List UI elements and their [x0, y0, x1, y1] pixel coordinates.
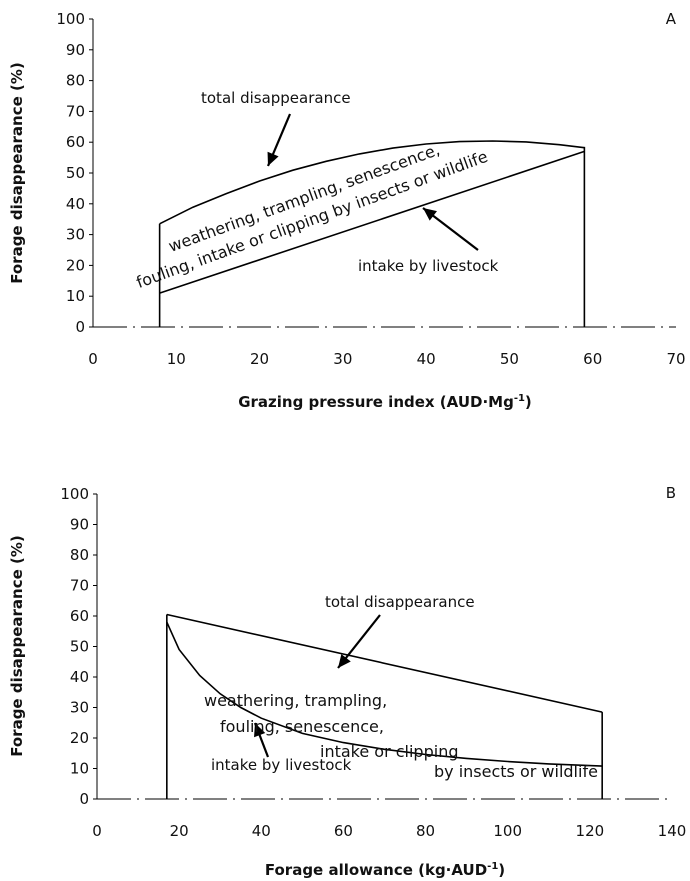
- x-tick-label: 70: [666, 350, 685, 368]
- region-label-line: fouling, senescence,: [220, 717, 384, 736]
- x-axis-title: Forage allowance (kg·AUD-1): [265, 861, 505, 879]
- y-tick-label: 0: [75, 318, 85, 336]
- x-tick-label: 100: [493, 822, 522, 840]
- total-disappearance-line: [159, 140, 585, 225]
- x-axis-title-main: Forage allowance (kg·AUD: [265, 861, 487, 879]
- y-tick-label: 70: [66, 102, 85, 120]
- x-tick-label: 0: [92, 822, 102, 840]
- panel-label: A: [666, 10, 677, 28]
- total-label: total disappearance: [325, 593, 475, 611]
- livestock-label: intake by livestock: [358, 257, 499, 275]
- x-tick-label: 10: [167, 350, 186, 368]
- x-axis-title-main: Grazing pressure index (AUD·Mg: [238, 393, 514, 411]
- annotation-arrow-head: [254, 723, 266, 738]
- y-tick-label: 10: [70, 760, 89, 778]
- region-label-line: intake or clipping: [320, 742, 458, 761]
- x-axis-title: Grazing pressure index (AUD·Mg-1): [238, 393, 532, 411]
- livestock-label: intake by livestock: [211, 756, 352, 774]
- x-tick-label: 20: [250, 350, 269, 368]
- y-tick-label: 100: [56, 10, 85, 28]
- region-label-line: weathering, trampling,: [204, 691, 387, 710]
- region-label-line: by insects or wildlife: [434, 762, 598, 781]
- panel-label: B: [666, 484, 676, 502]
- annotation-arrow-head: [423, 208, 437, 221]
- region-label: weathering, trampling, fouling, senescenc…: [204, 691, 598, 781]
- x-tick-label: 140: [658, 822, 687, 840]
- total-disappearance-line: [166, 613, 603, 713]
- y-tick-label: 50: [66, 164, 85, 182]
- x-axis-title-end: ): [498, 861, 505, 879]
- y-tick-label: 0: [79, 790, 89, 808]
- y-tick-label: 90: [70, 516, 89, 534]
- panel-b: 0 10 20 30 40 50 60 70 80 90 100 0 20 40 60 80 100 120 140…: [8, 484, 686, 879]
- y-tick-label: 60: [66, 133, 85, 151]
- annotation-arrow-head: [267, 151, 279, 166]
- x-tick-label: 40: [252, 822, 271, 840]
- y-tick-label: 90: [66, 41, 85, 59]
- y-tick-label: 20: [70, 729, 89, 747]
- x-tick-label: 20: [170, 822, 189, 840]
- y-tick-label: 50: [70, 638, 89, 656]
- y-tick-label: 70: [70, 577, 89, 595]
- y-tick-label: 80: [70, 546, 89, 564]
- y-tick-label: 80: [66, 72, 85, 90]
- total-label: total disappearance: [201, 89, 351, 107]
- y-axis-title: Forage disappearance (%): [8, 62, 26, 284]
- x-tick-label: 60: [583, 350, 602, 368]
- region-label-line: weathering, trampling, senescence,: [166, 140, 442, 256]
- x-tick-label: 50: [500, 350, 519, 368]
- x-tick-label: 40: [417, 350, 436, 368]
- panel-a: 0 10 20 30 40 50 60 70 80 90 100 0 10 20 30 40 50 60 70 For…: [8, 10, 686, 411]
- x-tick-label: 0: [88, 350, 98, 368]
- x-axis-title-superscript: -1: [514, 393, 525, 404]
- y-tick-label: 40: [66, 195, 85, 213]
- y-tick-label: 10: [66, 287, 85, 305]
- y-tick-label: 30: [70, 699, 89, 717]
- x-tick-label: 60: [334, 822, 353, 840]
- y-tick-label: 30: [66, 226, 85, 244]
- y-tick-label: 20: [66, 256, 85, 274]
- x-tick-label: 30: [333, 350, 352, 368]
- y-tick-label: 100: [60, 485, 89, 503]
- livestock-intake-line: [159, 150, 585, 294]
- x-tick-label: 120: [576, 822, 605, 840]
- y-tick-label: 60: [70, 607, 89, 625]
- livestock-intake-line: [166, 621, 603, 767]
- annotation-arrow-head: [338, 654, 351, 668]
- y-tick-label: 40: [70, 668, 89, 686]
- y-axis-title: Forage disappearance (%): [8, 535, 26, 757]
- x-axis-title-superscript: -1: [487, 861, 498, 872]
- x-tick-label: 80: [416, 822, 435, 840]
- x-axis-title-end: ): [525, 393, 532, 411]
